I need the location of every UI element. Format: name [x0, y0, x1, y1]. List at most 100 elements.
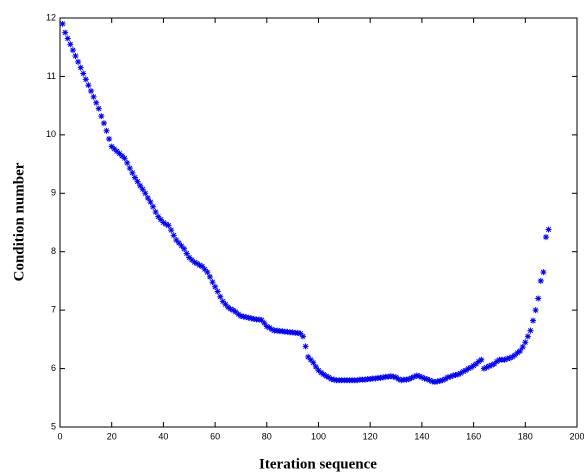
- point: [85, 82, 92, 89]
- point: [243, 314, 250, 321]
- point: [517, 348, 524, 355]
- point: [325, 374, 332, 381]
- point: [398, 377, 405, 384]
- y-tick-label: 6: [51, 363, 56, 373]
- x-tick-label: 100: [311, 431, 326, 441]
- point: [537, 277, 544, 284]
- point: [111, 145, 118, 152]
- point: [237, 312, 244, 319]
- point: [72, 52, 79, 59]
- point: [483, 364, 490, 371]
- point: [542, 234, 549, 241]
- point: [367, 376, 374, 383]
- point: [380, 374, 387, 381]
- x-tick-label: 40: [158, 431, 168, 441]
- point: [235, 311, 242, 318]
- point: [506, 355, 513, 362]
- point: [305, 353, 312, 360]
- point: [258, 317, 265, 324]
- point: [95, 105, 102, 112]
- point: [256, 316, 263, 323]
- point: [75, 58, 82, 65]
- point: [170, 232, 177, 239]
- x-tick-label: 200: [569, 431, 584, 441]
- point: [199, 263, 206, 270]
- point: [429, 378, 436, 385]
- point: [405, 376, 412, 383]
- point: [119, 152, 126, 159]
- point: [413, 372, 420, 379]
- point: [504, 355, 511, 362]
- point: [82, 76, 89, 83]
- point: [266, 324, 273, 331]
- point: [175, 239, 182, 246]
- point: [509, 353, 516, 360]
- point: [362, 376, 369, 383]
- point: [217, 293, 224, 300]
- point: [424, 376, 431, 383]
- y-tick-label: 8: [51, 246, 56, 256]
- point: [501, 356, 508, 363]
- x-tick-label: 120: [363, 431, 378, 441]
- point: [411, 373, 418, 380]
- point: [387, 373, 394, 380]
- point: [302, 343, 309, 350]
- point: [67, 41, 74, 48]
- y-tick-label: 9: [51, 188, 56, 198]
- point: [232, 308, 239, 315]
- point: [142, 190, 149, 197]
- point: [186, 254, 193, 261]
- point: [297, 330, 304, 337]
- x-tick-label: 20: [107, 431, 117, 441]
- point: [307, 356, 314, 363]
- point: [462, 367, 469, 374]
- point: [416, 373, 423, 380]
- x-tick-label: 60: [210, 431, 220, 441]
- point: [227, 305, 234, 312]
- point: [194, 260, 201, 267]
- point: [77, 64, 84, 71]
- point: [106, 135, 113, 142]
- point: [426, 377, 433, 384]
- point: [455, 371, 462, 378]
- point: [532, 307, 539, 314]
- point: [157, 216, 164, 223]
- point: [116, 150, 123, 157]
- y-tick-label: 10: [46, 129, 56, 139]
- point: [206, 273, 213, 280]
- point: [248, 315, 255, 322]
- point: [178, 242, 185, 249]
- point: [274, 327, 281, 334]
- point: [403, 376, 410, 383]
- point: [289, 329, 296, 336]
- x-tick-label: 160: [466, 431, 481, 441]
- y-tick-label: 7: [51, 305, 56, 315]
- point: [209, 279, 216, 286]
- point: [468, 364, 475, 371]
- point: [395, 376, 402, 383]
- y-tick-label: 12: [46, 12, 56, 22]
- point: [162, 221, 169, 228]
- point: [124, 159, 131, 166]
- point: [439, 377, 446, 384]
- point: [165, 222, 172, 229]
- point: [103, 127, 110, 134]
- point: [535, 295, 542, 302]
- point: [268, 326, 275, 333]
- point: [460, 368, 467, 375]
- point: [261, 319, 268, 326]
- point: [62, 29, 69, 36]
- point: [191, 259, 198, 266]
- point: [139, 186, 146, 193]
- point: [470, 362, 477, 369]
- point: [294, 329, 301, 336]
- point: [64, 35, 71, 42]
- point: [514, 349, 521, 356]
- point: [134, 178, 141, 185]
- point: [318, 369, 325, 376]
- point: [323, 373, 330, 380]
- point: [480, 365, 487, 372]
- x-tick-label: 0: [57, 431, 62, 441]
- point: [98, 113, 105, 120]
- y-tick-label: 5: [51, 421, 56, 431]
